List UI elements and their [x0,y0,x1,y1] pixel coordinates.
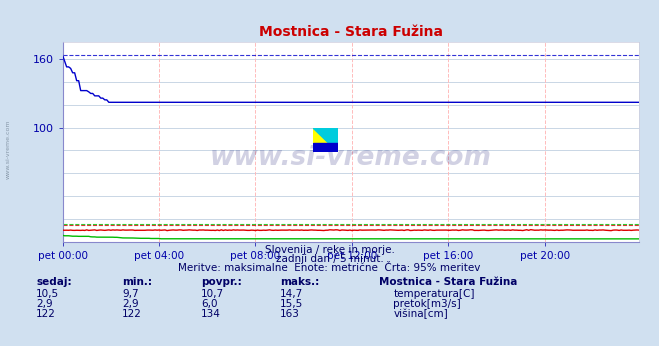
Text: 10,7: 10,7 [201,289,224,299]
Text: 2,9: 2,9 [122,299,138,309]
Text: višina[cm]: višina[cm] [393,309,448,319]
Text: 163: 163 [280,309,300,319]
Text: 14,7: 14,7 [280,289,303,299]
Text: sedaj:: sedaj: [36,277,72,288]
Text: 122: 122 [36,309,56,319]
Text: www.si-vreme.com: www.si-vreme.com [210,145,492,171]
Text: 6,0: 6,0 [201,299,217,309]
Text: pretok[m3/s]: pretok[m3/s] [393,299,461,309]
Text: Mostnica - Stara Fužina: Mostnica - Stara Fužina [379,277,517,288]
Text: zadnji dan / 5 minut.: zadnji dan / 5 minut. [275,254,384,264]
Text: 10,5: 10,5 [36,289,59,299]
Text: maks.:: maks.: [280,277,320,288]
Text: temperatura[C]: temperatura[C] [393,289,475,299]
Text: min.:: min.: [122,277,152,288]
Polygon shape [313,143,338,152]
Text: 134: 134 [201,309,221,319]
Text: www.si-vreme.com: www.si-vreme.com [5,119,11,179]
Text: 9,7: 9,7 [122,289,138,299]
Text: 122: 122 [122,309,142,319]
Title: Mostnica - Stara Fužina: Mostnica - Stara Fužina [259,25,443,39]
Text: 2,9: 2,9 [36,299,53,309]
Polygon shape [313,128,338,152]
Text: 15,5: 15,5 [280,299,303,309]
Text: Meritve: maksimalne  Enote: metrične  Črta: 95% meritev: Meritve: maksimalne Enote: metrične Črta… [179,263,480,273]
Text: povpr.:: povpr.: [201,277,242,288]
Text: Slovenija / reke in morje.: Slovenija / reke in morje. [264,245,395,255]
Polygon shape [313,128,338,152]
